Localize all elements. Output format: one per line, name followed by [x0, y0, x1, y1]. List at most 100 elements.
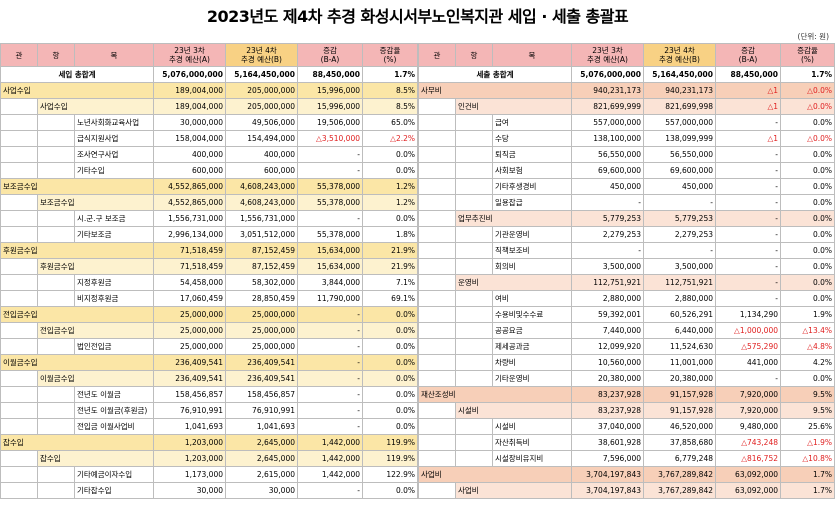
- diff-cell: -: [297, 354, 363, 371]
- table-row: 제세공과금 12,099,920 11,524,630 △575,290 △4.8%: [418, 338, 835, 355]
- rate-cell: △0.0%: [780, 130, 835, 147]
- diff-cell: -: [297, 306, 363, 323]
- diff-cell: △1: [715, 130, 781, 147]
- mok-cell: 지정후원금: [74, 274, 154, 291]
- table-row: 직책보조비 - - -0.0%: [418, 242, 835, 259]
- table-row: 기타보조금 2,996,134,000 3,051,512,000 55,378,00…: [0, 226, 418, 243]
- b-cell: 2,279,253: [643, 226, 716, 243]
- diff-cell: 1,442,000: [297, 450, 363, 467]
- indent-cell: [37, 130, 75, 147]
- rate-cell: 0.0%: [780, 162, 835, 179]
- grand-total-b: 5,164,450,000: [643, 66, 716, 83]
- indent-cell: [0, 450, 38, 467]
- diff-cell: △1: [715, 82, 781, 99]
- mok-cell: 기타예금이자수입: [74, 466, 154, 483]
- mok-cell: 사회보험: [492, 162, 572, 179]
- table-row: 회의비 3,500,000 3,500,000-0.0%: [418, 258, 835, 275]
- indent-cell: [0, 146, 38, 163]
- grand-total-rate: 1.7%: [780, 66, 835, 83]
- diff-cell: -: [715, 274, 781, 291]
- b-cell: 11,524,630: [643, 338, 716, 355]
- indent-cell: [37, 386, 75, 403]
- indent-cell: [0, 162, 38, 179]
- b-cell: 1,556,731,000: [225, 210, 298, 227]
- mok-cell: 일용잡급: [492, 194, 572, 211]
- mok-cell: 회의비: [492, 258, 572, 275]
- b-cell: 3,767,289,842: [643, 466, 716, 483]
- rate-cell: 0.0%: [780, 274, 835, 291]
- rate-cell: 21.9%: [362, 258, 418, 275]
- header-budget-a: 23년 3차 추경 예산(A): [571, 43, 644, 67]
- indent-cell: [0, 98, 38, 115]
- mok-cell: 기타수입: [74, 162, 154, 179]
- indent-cell: [455, 418, 493, 435]
- table-row: 기타예금이자수입 1,173,000 2,615,000 1,442,000 122.9…: [0, 466, 418, 483]
- header-rate: 증감율 (%): [780, 43, 835, 67]
- rate-cell: 0.0%: [780, 226, 835, 243]
- indent-cell: [37, 226, 75, 243]
- a-cell: 71,518,459: [153, 258, 226, 275]
- rate-cell: 1.9%: [780, 306, 835, 323]
- rate-cell: 69.1%: [362, 290, 418, 307]
- a-cell: 3,500,000: [571, 258, 644, 275]
- indent-cell: [418, 194, 456, 211]
- table-row: 사업수입 189,004,000 205,000,000 15,996,000 8.5%: [0, 98, 418, 115]
- indent-cell: [455, 450, 493, 467]
- hang-cell: 업무추진비: [455, 210, 572, 227]
- indent-cell: [37, 402, 75, 419]
- hang-cell: 이월금수입: [37, 370, 154, 387]
- b-cell: 56,550,000: [643, 146, 716, 163]
- diff-cell: -: [297, 210, 363, 227]
- a-cell: 5,779,253: [571, 210, 644, 227]
- mok-cell: 급여: [492, 114, 572, 131]
- b-cell: 400,000: [225, 146, 298, 163]
- rate-cell: 0.0%: [780, 290, 835, 307]
- rate-cell: 9.5%: [780, 402, 835, 419]
- rate-cell: 8.5%: [362, 98, 418, 115]
- rate-cell: 4.2%: [780, 354, 835, 371]
- diff-cell: -: [297, 146, 363, 163]
- rate-cell: 1.7%: [780, 466, 835, 483]
- table-row: 수용비및수수료 59,392,001 60,526,291 1,134,290 1.9%: [418, 306, 835, 323]
- indent-cell: [418, 98, 456, 115]
- a-cell: 54,458,000: [153, 274, 226, 291]
- a-cell: 821,699,999: [571, 98, 644, 115]
- b-cell: -: [643, 242, 716, 259]
- rate-cell: 1.7%: [780, 482, 835, 499]
- diff-cell: 15,634,000: [297, 242, 363, 259]
- indent-cell: [418, 370, 456, 387]
- a-cell: 25,000,000: [153, 338, 226, 355]
- indent-cell: [37, 274, 75, 291]
- table-row: 재산조성비 83,237,928 91,157,928 7,920,000 9.5%: [418, 386, 835, 403]
- rate-cell: 122.9%: [362, 466, 418, 483]
- rate-cell: △2.2%: [362, 130, 418, 147]
- table-row: 후원금수입 71,518,459 87,152,459 15,634,000 21.9%: [0, 258, 418, 275]
- table-row: 여비 2,880,000 2,880,000-0.0%: [418, 290, 835, 307]
- indent-cell: [418, 482, 456, 499]
- a-cell: 30,000: [153, 482, 226, 499]
- mok-cell: 기타후생경비: [492, 178, 572, 195]
- indent-cell: [455, 194, 493, 211]
- b-cell: 5,779,253: [643, 210, 716, 227]
- a-cell: 38,601,928: [571, 434, 644, 451]
- b-cell: 69,600,000: [643, 162, 716, 179]
- header-mok: 목: [74, 43, 154, 67]
- b-cell: 87,152,459: [225, 242, 298, 259]
- b-cell: 205,000,000: [225, 98, 298, 115]
- diff-cell: -: [715, 114, 781, 131]
- diff-cell: △3,510,000: [297, 130, 363, 147]
- indent-cell: [0, 194, 38, 211]
- grand-total-label: 세입 총합계: [0, 66, 154, 83]
- rate-cell: 119.9%: [362, 434, 418, 451]
- kwan-cell: 사업비: [418, 466, 572, 483]
- a-cell: -: [571, 194, 644, 211]
- rate-cell: 0.0%: [362, 146, 418, 163]
- hang-cell: 인건비: [455, 98, 572, 115]
- mok-cell: 제세공과금: [492, 338, 572, 355]
- kwan-cell: 재산조성비: [418, 386, 572, 403]
- grand-total-a: 5,076,000,000: [153, 66, 226, 83]
- indent-cell: [418, 178, 456, 195]
- a-cell: 25,000,000: [153, 306, 226, 323]
- grand-total-b: 5,164,450,000: [225, 66, 298, 83]
- table-row: 사업비 3,704,197,843 3,767,289,842 63,092,000 1…: [418, 482, 835, 499]
